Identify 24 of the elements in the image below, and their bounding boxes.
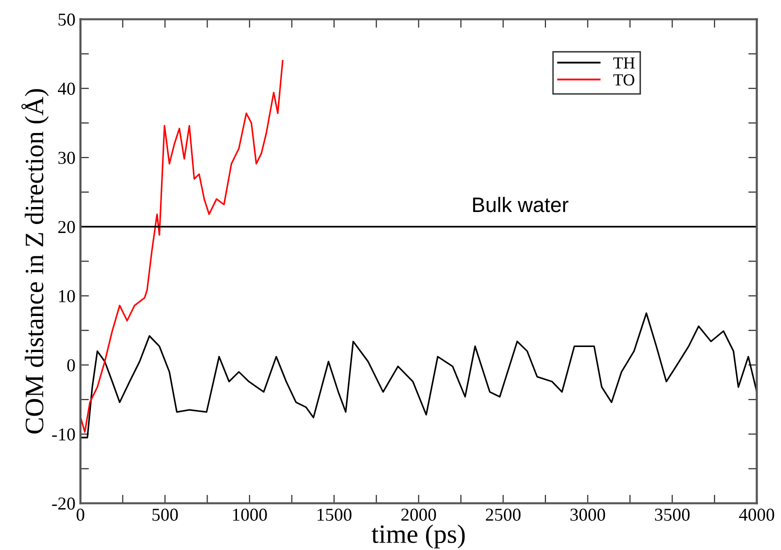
y-tick-label: -20 — [52, 498, 75, 510]
y-tick-label: 20 — [58, 220, 75, 234]
x-tick-label: 2500 — [486, 508, 521, 521]
x-tick-label: 1500 — [318, 508, 352, 521]
line-series — [80, 60, 284, 433]
y-tick-label: 10 — [59, 290, 75, 302]
y-axis-title: COM distance in Z direction (Å) — [21, 89, 49, 434]
y-tick-label: 30 — [58, 152, 75, 164]
x-tick-label: 500 — [152, 508, 178, 521]
line-series — [80, 312, 757, 438]
y-tick-label: 50 — [58, 14, 75, 26]
x-tick-label: 2000 — [401, 508, 436, 521]
legend-label: TH — [613, 58, 635, 68]
y-tick-label: 40 — [58, 82, 75, 95]
legend-label: TO — [613, 74, 634, 86]
x-tick-label: 4000 — [739, 508, 774, 521]
y-tick-label: 0 — [67, 359, 75, 372]
x-tick-label: 1000 — [233, 508, 267, 521]
y-tick-label: -10 — [52, 428, 75, 441]
ref-line-label: Bulk water — [473, 196, 568, 212]
x-axis-title: time (ps) — [372, 524, 465, 548]
x-tick-label: 0 — [76, 508, 84, 521]
x-tick-label: 3500 — [655, 508, 690, 521]
x-tick-label: 3000 — [570, 508, 606, 521]
